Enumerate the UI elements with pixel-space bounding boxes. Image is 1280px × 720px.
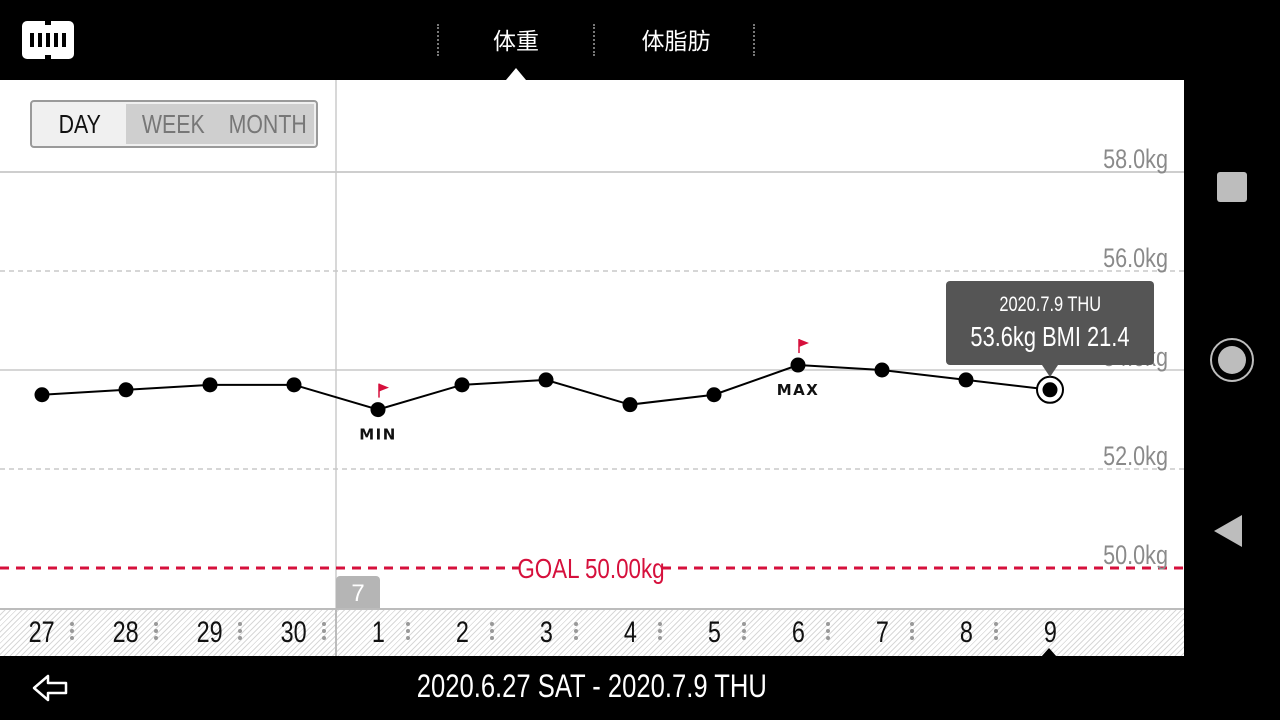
flag-icon [799,339,809,348]
tooltip-date: 2020.7.9 THU [999,293,1101,316]
day-label[interactable]: 7 [875,616,889,649]
day-separator-dots [994,622,998,643]
period-week-button[interactable]: WEEK [126,104,220,144]
scale-logo-icon[interactable] [22,21,74,59]
home-icon[interactable] [1210,338,1254,382]
month-marker-label: 7 [351,580,365,607]
value-tooltip: 2020.7.9 THU 53.6kg BMI 21.4 [946,281,1154,377]
day-separator-dots [70,622,74,643]
day-label[interactable]: 2 [455,616,469,649]
data-point [118,382,134,398]
y-tick-label: 58.0kg [1103,145,1168,175]
day-separator-dots [826,622,830,643]
system-back-icon[interactable] [1214,515,1242,547]
data-point [370,402,386,418]
weight-chart-canvas: GOAL 50.00kg58.0kg56.0kg54.0kg52.0kg50.0… [0,80,1184,608]
data-point [202,377,218,393]
tooltip-value: 53.6kg BMI 21.4 [970,321,1130,352]
period-day-button[interactable]: DAY [34,104,126,144]
data-point [874,362,890,378]
data-point [34,387,50,403]
max-label: MAX [777,381,820,399]
selected-day-caret [1041,648,1057,657]
tab-weight[interactable]: 体重 [493,29,539,55]
min-label: MIN [359,426,397,444]
day-separator-dots [406,622,410,643]
data-point [538,372,554,388]
y-tick-label: 50.0kg [1103,541,1168,571]
day-separator-dots [658,622,662,643]
tab-separator [593,24,595,56]
data-point [790,357,806,373]
y-tick-label: 52.0kg [1103,442,1168,472]
day-label[interactable]: 8 [959,616,973,649]
back-arrow-icon[interactable] [28,668,72,708]
y-tick-label: 56.0kg [1103,244,1168,274]
tab-body-fat[interactable]: 体脂肪 [641,29,711,55]
goal-label: GOAL 50.00kg [517,554,664,585]
day-label[interactable]: 9 [1043,616,1057,649]
day-separator-dots [910,622,914,643]
date-range-label: 2020.6.27 SAT - 2020.7.9 THU [416,668,768,704]
bottom-bar: 2020.6.27 SAT - 2020.7.9 THU [0,656,1184,720]
day-label[interactable]: 1 [371,616,385,649]
day-separator-dots [154,622,158,643]
day-label[interactable]: 4 [623,616,637,649]
data-point [622,397,638,413]
day-separator-dots [490,622,494,643]
period-toggle: DAY WEEK MONTH [30,100,318,148]
day-label[interactable]: 27 [28,616,56,649]
month-divider [335,610,337,658]
date-strip[interactable]: 27 28 29 30 1 2 3 4 5 6 7 8 9 [0,608,1184,658]
month-marker: 7 [336,576,380,610]
data-point [1042,382,1058,398]
day-separator-dots [322,622,326,643]
day-label[interactable]: 6 [791,616,805,649]
recent-apps-icon[interactable] [1217,172,1247,202]
day-label[interactable]: 30 [280,616,308,649]
day-label[interactable]: 29 [196,616,224,649]
top-bar: 体重 体脂肪 [0,0,1184,80]
system-nav-bar [1184,0,1280,720]
flag-icon [379,383,389,392]
day-separator-dots [574,622,578,643]
period-month-button[interactable]: MONTH [220,104,314,144]
day-label[interactable]: 3 [539,616,553,649]
day-label[interactable]: 5 [707,616,721,649]
tab-separator [753,24,755,56]
data-point [706,387,722,403]
data-point [454,377,470,393]
day-label[interactable]: 28 [112,616,140,649]
day-separator-dots [238,622,242,643]
active-tab-indicator [506,68,526,80]
data-point [286,377,302,393]
day-separator-dots [742,622,746,643]
tab-separator [437,24,439,56]
data-point [958,372,974,388]
